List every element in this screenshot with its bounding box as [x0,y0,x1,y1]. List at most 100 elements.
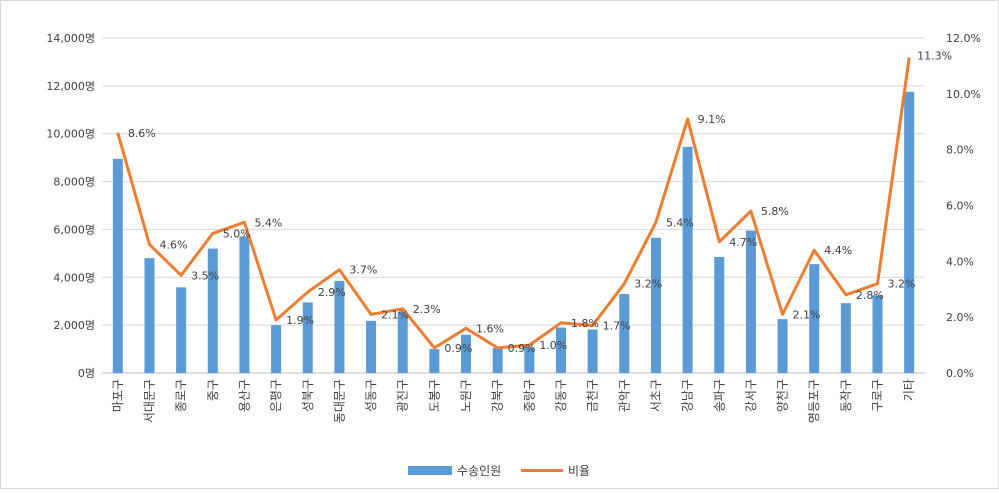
legend-swatch-bar [408,466,452,475]
data-label: 5.8% [761,205,789,218]
bar [207,248,218,373]
category-label: 은평구 [269,379,283,412]
right-axis-ticks: 0.0% 2.0% 4.0% 6.0% 8.0% 10.0% 12.0% [946,32,981,380]
category-label: 마포구 [111,379,125,412]
category-label: 서대문구 [142,379,156,423]
bar [840,303,851,373]
left-tick-label: 0명 [78,367,95,380]
category-label: 중랑구 [522,379,536,412]
data-label: 8.6% [128,127,156,140]
bar [524,347,535,373]
category-label: 중구 [206,379,220,401]
right-tick-label: 8.0% [946,144,974,157]
data-label: 5.4% [254,216,282,229]
left-tick-label: 2,000명 [53,319,95,332]
data-label: 9.1% [698,113,726,126]
legend: 수송인원 비율 [408,464,590,478]
data-label: 0.9% [508,342,536,355]
category-label: 종로구 [174,379,188,412]
bar [809,264,820,373]
category-label: 강동구 [554,379,568,412]
data-label: 1.6% [476,322,504,335]
bar [555,327,566,373]
category-label: 도봉구 [427,379,441,412]
data-label: 3.7% [349,264,377,277]
data-label: 5.4% [666,216,694,229]
data-label: 3.2% [888,278,916,291]
ratio-line [116,57,911,350]
bar [872,295,883,373]
right-tick-label: 6.0% [946,200,974,213]
bar [714,256,725,373]
category-label: 성동구 [364,379,378,412]
data-label: 1.8% [571,317,599,330]
bar [397,311,408,373]
category-label: 용산구 [237,379,251,412]
data-label: 3.5% [191,269,219,282]
bar [429,349,440,373]
bar [650,237,661,373]
data-label: 2.1% [381,308,409,321]
left-tick-label: 14,000명 [46,32,95,45]
gridlines [102,37,925,374]
category-label: 금천구 [585,379,600,412]
data-label: 4.4% [824,244,852,257]
category-label: 노원구 [459,379,473,412]
data-label: 11.3% [917,50,952,63]
left-tick-label: 4,000명 [53,271,95,284]
category-label: 서초구 [649,379,663,412]
right-tick-label: 2.0% [946,311,974,324]
bar [904,91,915,373]
bar [777,319,788,373]
bar [492,347,503,373]
bar [112,158,123,373]
bar [176,287,187,373]
data-label: 3.2% [634,278,662,291]
data-label: 2.8% [856,289,884,302]
bar [239,236,250,373]
category-label: 동작구 [839,379,853,412]
legend-label-line: 비율 [568,464,590,478]
bar [271,325,282,373]
data-label: 2.1% [793,308,821,321]
bar [461,334,472,373]
bar [619,294,630,373]
category-label: 광진구 [396,379,410,412]
bar-series [112,91,915,373]
data-label: 1.7% [603,320,631,333]
data-label: 1.9% [286,314,314,327]
category-label: 관악구 [617,379,631,412]
data-label: 2.3% [413,303,441,316]
bar [366,320,377,373]
bar [302,302,313,373]
data-label: 0.9% [444,342,472,355]
bar [334,280,345,373]
category-label: 구로구 [871,379,885,412]
category-label: 성북구 [301,379,315,412]
right-tick-label: 10.0% [946,88,981,101]
bar [587,329,598,373]
category-label: 동대문구 [332,379,346,423]
category-label: 송파구 [712,379,726,412]
data-label: 4.6% [159,239,187,252]
left-tick-label: 12,000명 [46,80,95,93]
data-label: 5.0% [223,227,251,240]
category-label: 영등포구 [807,379,821,423]
bar [745,230,756,373]
category-labels: 마포구 서대문구 종로구 중구 용산구 은평구 성북구 동대문구 성동구 광진구 도봉구 노원구 강북구… [111,379,916,423]
left-tick-label: 6,000명 [53,223,95,236]
category-label: 기타 [902,379,916,401]
category-label: 강북구 [491,379,505,412]
legend-label-bar: 수송인원 [457,464,501,478]
bar [682,146,693,373]
line-series [116,57,911,350]
right-tick-label: 4.0% [946,255,974,268]
right-tick-label: 12.0% [946,32,981,45]
left-axis-ticks: 0명 2,000명 4,000명 6,000명 8,000명 10,000명 12,000명… [46,32,95,380]
category-label: 강서구 [744,379,758,412]
category-label: 양천구 [775,379,790,412]
left-tick-label: 10,000명 [46,128,95,141]
left-tick-label: 8,000명 [53,176,95,189]
